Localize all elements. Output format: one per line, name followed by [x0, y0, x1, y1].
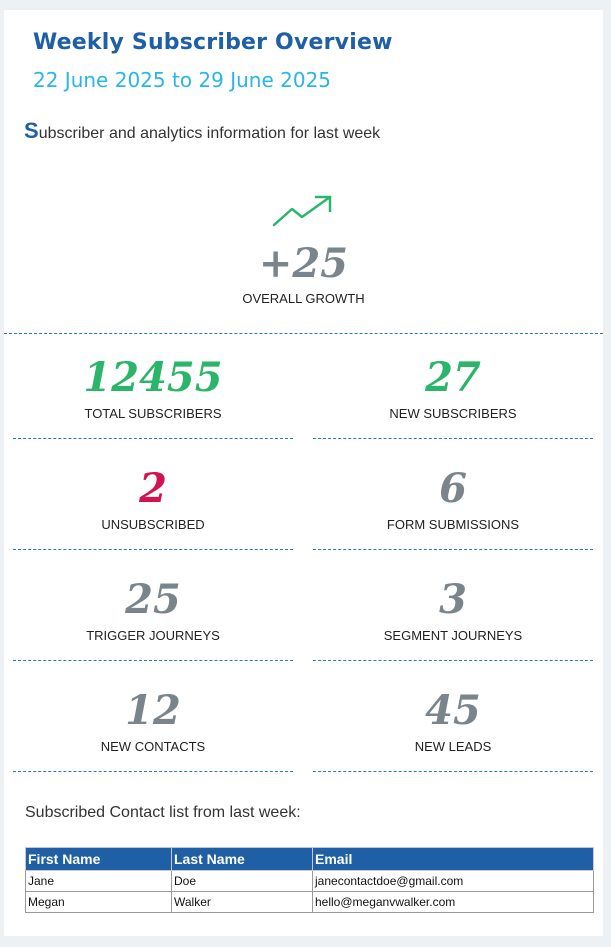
- divider: [313, 660, 593, 661]
- cell-last-name: Walker: [171, 891, 313, 913]
- divider: [313, 549, 593, 550]
- divider: [13, 549, 293, 550]
- contact-list-heading: Subscribed Contact list from last week:: [25, 804, 301, 821]
- stat-unsubscribed: 2 UNSUBSCRIBED: [13, 465, 293, 533]
- table-row: Megan Walker hello@meganvwalker.com: [25, 891, 594, 913]
- stat-value: 45: [425, 687, 481, 734]
- stat-value: 12: [125, 687, 181, 734]
- stat-label: TOTAL SUBSCRIBERS: [84, 406, 222, 421]
- stat-value: 2: [139, 465, 167, 512]
- cell-first-name: Jane: [25, 870, 172, 892]
- intro-rest: ubscriber and analytics information for …: [38, 125, 381, 142]
- divider: [13, 438, 293, 439]
- stat-total-subscribers: 12455 TOTAL SUBSCRIBERS: [13, 354, 293, 422]
- cell-email[interactable]: janecontactdoe@gmail.com: [312, 870, 594, 892]
- stat-new-contacts: 12 NEW CONTACTS: [13, 687, 293, 755]
- stat-label: NEW CONTACTS: [100, 739, 206, 754]
- table-header-row: First Name Last Name Email: [25, 847, 594, 871]
- stat-new-subscribers: 27 NEW SUBSCRIBERS: [313, 354, 593, 422]
- column-header-last-name: Last Name: [171, 847, 313, 871]
- stat-form-submissions: 6 FORM SUBMISSIONS: [313, 465, 593, 533]
- divider: [13, 771, 293, 772]
- stat-label: SEGMENT JOURNEYS: [383, 628, 523, 643]
- stat-label: UNSUBSCRIBED: [101, 517, 205, 532]
- stat-value: 27: [425, 354, 481, 401]
- stat-value: 3: [439, 576, 467, 623]
- cell-email[interactable]: hello@meganvwalker.com: [312, 891, 594, 913]
- stat-value: 6: [439, 465, 467, 512]
- column-header-first-name: First Name: [25, 847, 172, 871]
- stat-label: NEW SUBSCRIBERS: [389, 406, 517, 421]
- divider: [4, 333, 603, 334]
- cell-first-name: Megan: [25, 891, 172, 913]
- trend-up-icon: [272, 195, 332, 227]
- stat-segment-journeys: 3 SEGMENT JOURNEYS: [313, 576, 593, 644]
- stat-value: 12455: [83, 354, 223, 401]
- page-title: Weekly Subscriber Overview: [33, 30, 393, 55]
- intro-text: Subscriber and analytics information for…: [24, 118, 380, 144]
- divider: [13, 660, 293, 661]
- contact-table: First Name Last Name Email Jane Doe jane…: [25, 847, 594, 913]
- stat-label: FORM SUBMISSIONS: [386, 517, 520, 532]
- column-header-email: Email: [312, 847, 594, 871]
- overview-card: Weekly Subscriber Overview 22 June 2025 …: [4, 10, 603, 936]
- intro-initial: S: [24, 118, 39, 143]
- stat-value: 25: [125, 576, 181, 623]
- divider: [313, 771, 593, 772]
- stat-new-leads: 45 NEW LEADS: [313, 687, 593, 755]
- stat-trigger-journeys: 25 TRIGGER JOURNEYS: [13, 576, 293, 644]
- date-range: 22 June 2025 to 29 June 2025: [33, 68, 332, 92]
- table-row: Jane Doe janecontactdoe@gmail.com: [25, 870, 594, 892]
- cell-last-name: Doe: [171, 870, 313, 892]
- overall-growth-value: +25: [258, 240, 349, 287]
- overall-growth-label: OVERALL GROWTH: [242, 291, 365, 306]
- stat-label: TRIGGER JOURNEYS: [86, 628, 220, 643]
- stat-label: NEW LEADS: [414, 739, 492, 754]
- divider: [313, 438, 593, 439]
